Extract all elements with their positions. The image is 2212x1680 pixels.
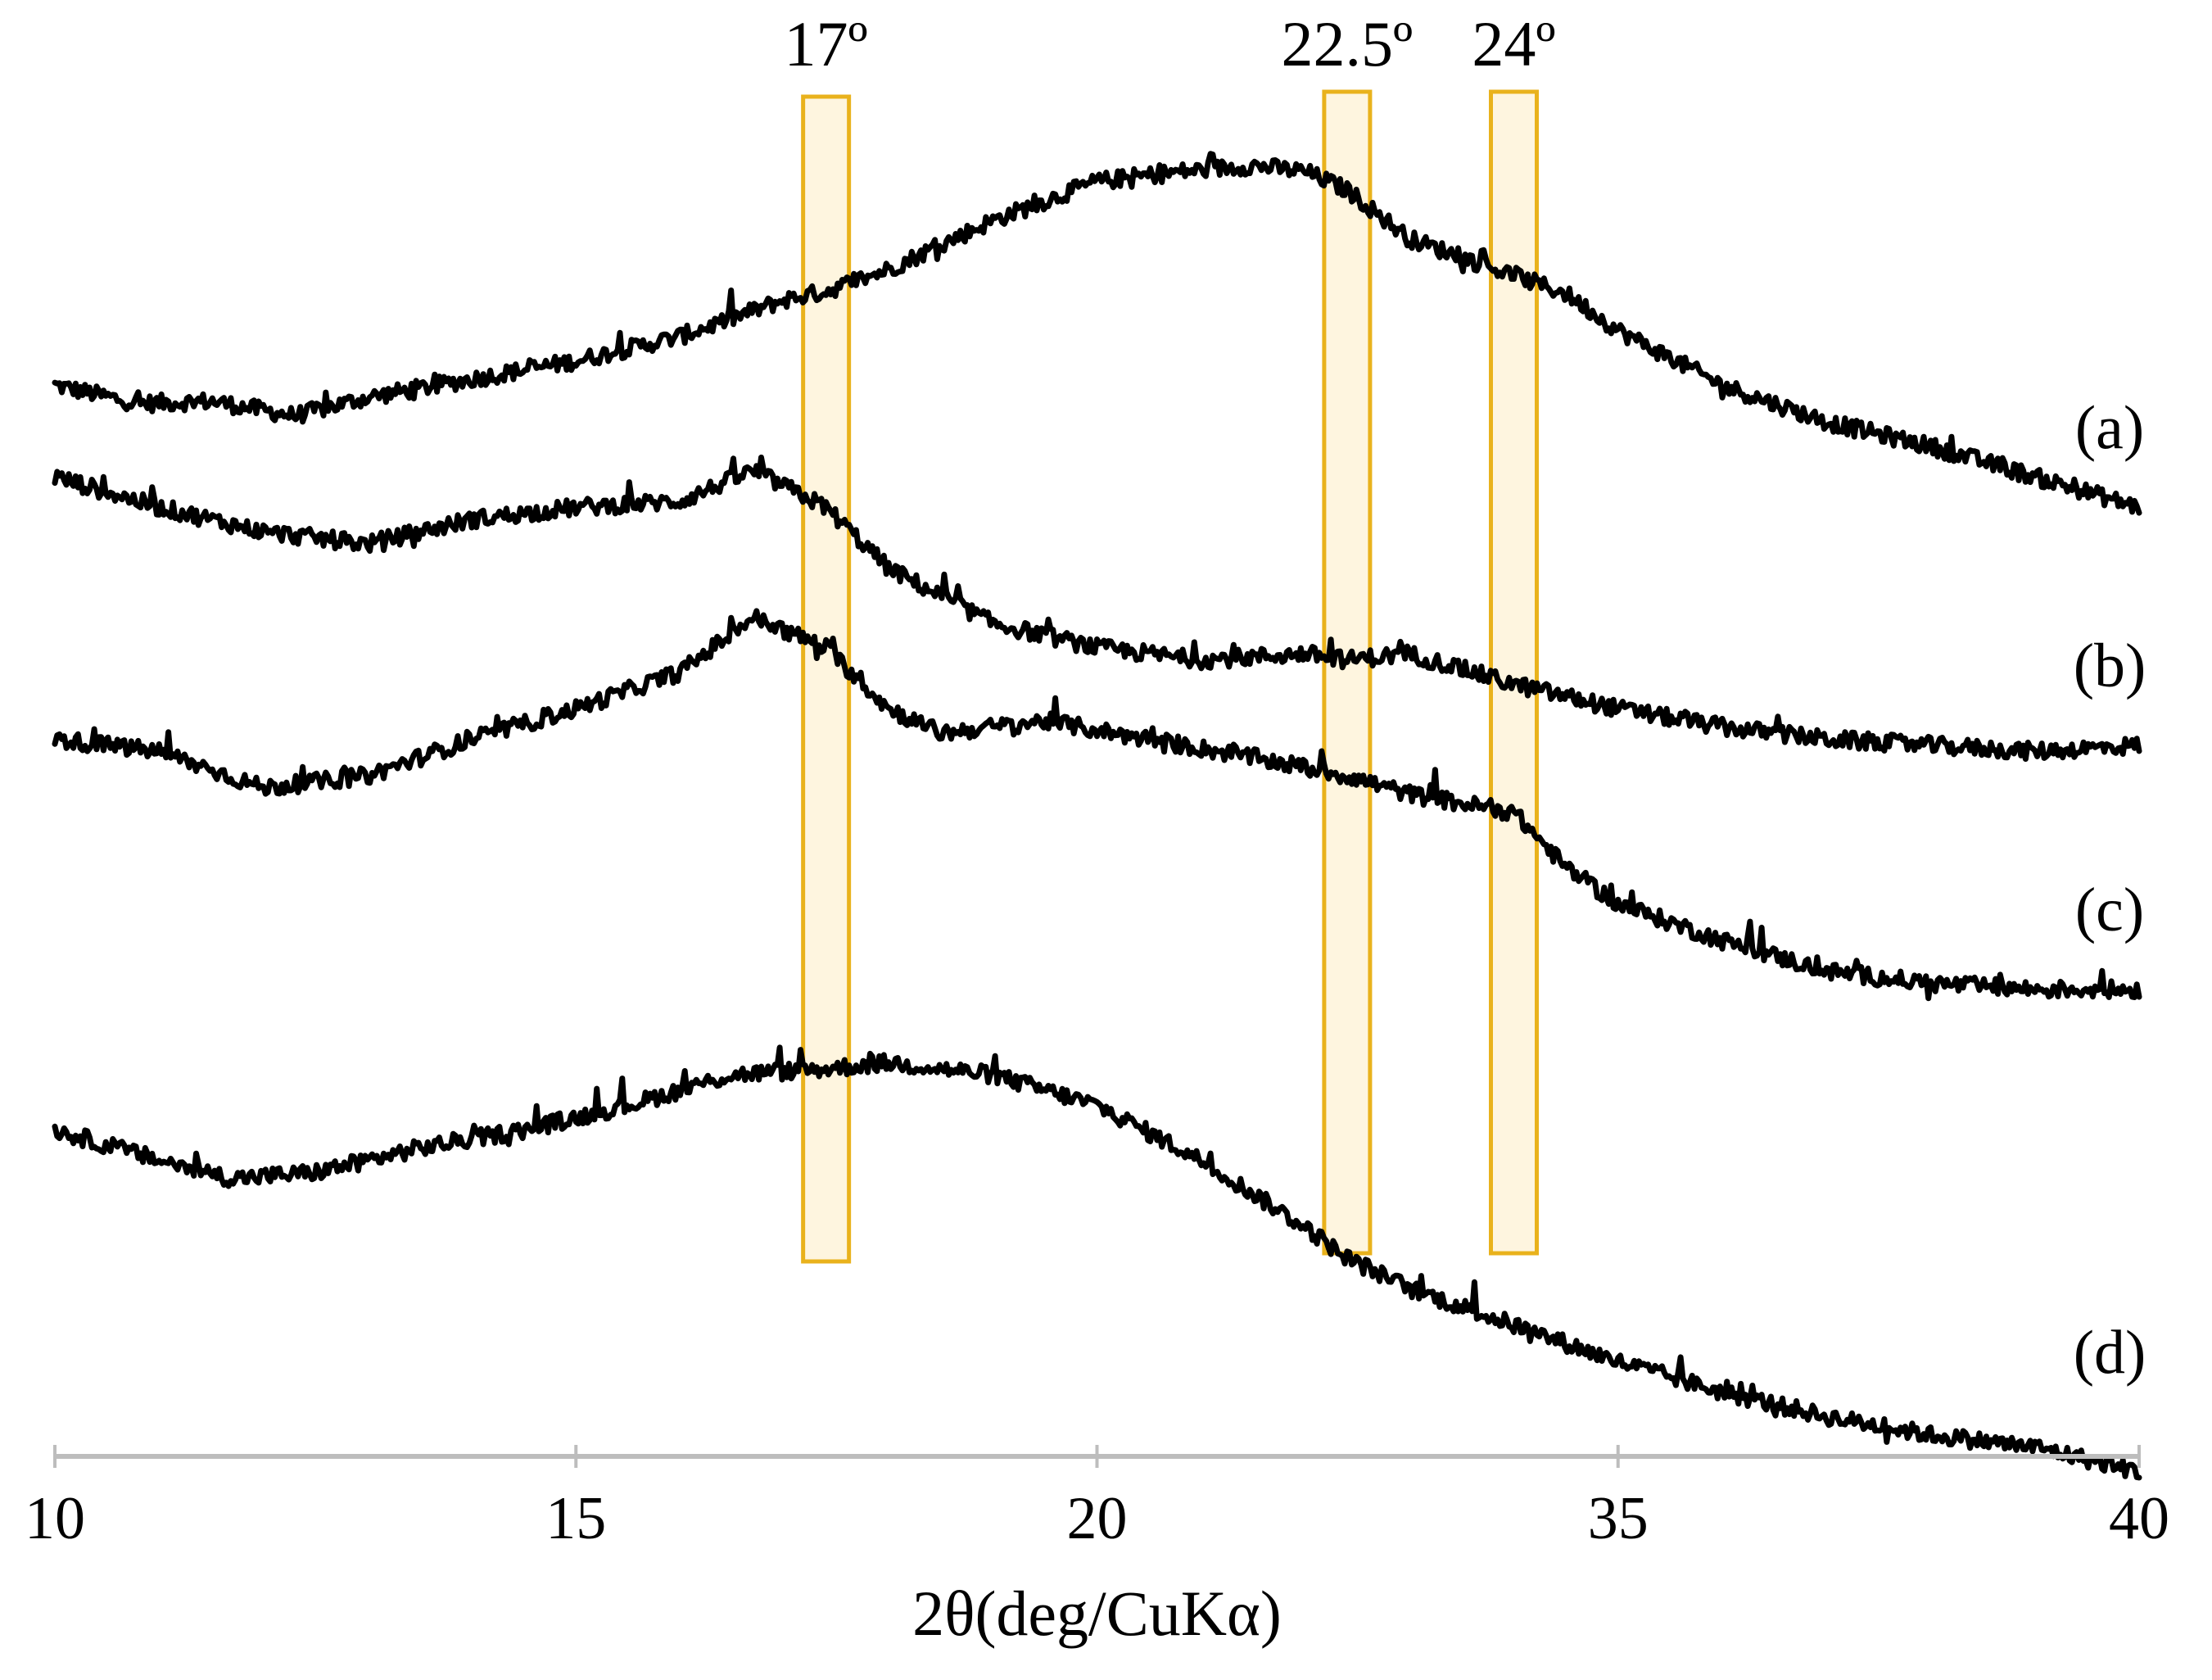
band-label-2: 22.5º — [1282, 8, 1414, 79]
trace-label-d: (d) — [2074, 1318, 2146, 1387]
trace-label-b: (b) — [2074, 632, 2146, 700]
highlight-band-2 — [1322, 89, 1373, 1256]
trace-labels: (a) (b) (c) (d) — [2074, 393, 2146, 1387]
xrd-traces — [52, 151, 2142, 1481]
x-tick-label-5: 40 — [2109, 1485, 2169, 1552]
band-label-1: 17º — [785, 8, 868, 79]
trace-label-a: (a) — [2075, 393, 2144, 462]
highlight-bands: 17º 22.5º 24º — [785, 8, 1556, 1264]
x-tick-label-2: 15 — [545, 1485, 606, 1552]
trace-label-c: (c) — [2075, 876, 2144, 944]
x-axis-ticks: 10 15 20 35 40 — [25, 1445, 2169, 1552]
trace-a — [52, 151, 2142, 516]
trace-d — [52, 1044, 2142, 1481]
x-tick-label-4: 35 — [1588, 1485, 1649, 1552]
trace-c — [52, 608, 2142, 1002]
x-tick-label-1: 10 — [25, 1485, 85, 1552]
trace-b — [52, 455, 2142, 762]
x-tick-label-3: 20 — [1067, 1485, 1128, 1552]
x-axis-label: 2θ(deg/CuKα) — [912, 1578, 1282, 1649]
band-label-3: 24º — [1472, 8, 1555, 79]
highlight-band-1 — [801, 94, 852, 1264]
